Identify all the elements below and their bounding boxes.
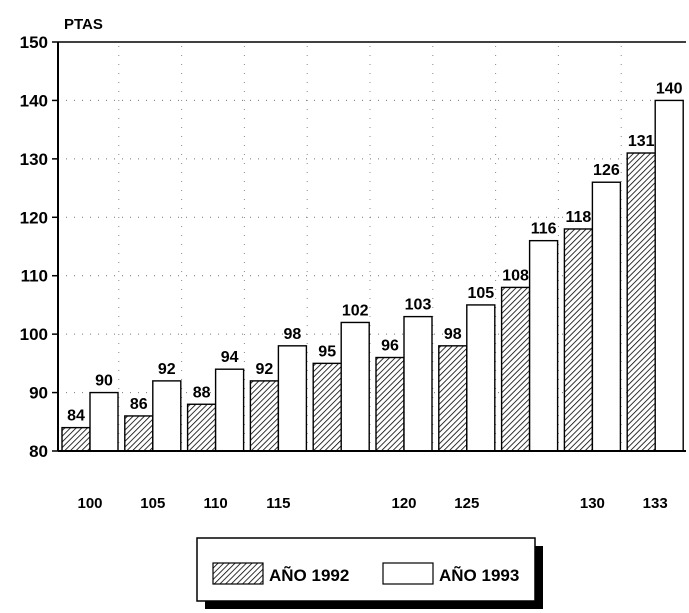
bar-1992 [563, 228, 594, 452]
x-tick-label: 133 [643, 495, 668, 512]
bar-1993 [591, 181, 622, 452]
data-label-1992: 108 [502, 267, 529, 284]
bar-1993 [403, 315, 433, 452]
data-label-1992: 98 [444, 326, 462, 343]
x-tick-label: 100 [77, 495, 102, 512]
y-tick-label: 100 [20, 325, 48, 344]
data-label-1992: 131 [628, 133, 655, 150]
data-label-1993: 102 [342, 302, 369, 319]
legend-swatch-1993 [382, 562, 434, 585]
data-label-1992: 88 [193, 384, 211, 401]
y-axis-unit-label: PTAS [64, 16, 103, 33]
bar-1993 [340, 321, 370, 452]
y-axis-ticks: 80 90 100 110 120 130 140 150 [20, 33, 58, 461]
data-label-1993: 140 [656, 80, 683, 97]
bar-1993 [466, 304, 496, 452]
legend: AÑO 1992 AÑO 1993 [196, 537, 543, 609]
data-label-1993: 94 [221, 349, 239, 366]
y-tick-label: 130 [20, 150, 48, 169]
data-label-1993: 90 [95, 373, 113, 390]
y-tick-label: 140 [20, 91, 48, 110]
bar-1993 [654, 99, 684, 452]
bar-1992 [312, 362, 342, 452]
data-label-1992: 92 [256, 361, 274, 378]
x-axis-tick-labels: 100 105 110 115 120 125 130 133 [77, 495, 667, 512]
bar-1992 [375, 356, 405, 452]
y-tick-label: 150 [20, 33, 48, 52]
data-label-1993: 98 [284, 326, 302, 343]
data-label-1992: 86 [130, 396, 148, 413]
x-tick-label: 105 [140, 495, 165, 512]
y-tick-label: 90 [29, 384, 48, 403]
x-tick-label: 120 [391, 495, 416, 512]
data-label-1993: 105 [467, 285, 494, 302]
x-tick-label: 115 [266, 495, 290, 512]
bar-1992 [438, 345, 468, 452]
legend-label-1993: AÑO 1993 [439, 565, 519, 585]
data-label-1992: 95 [318, 343, 336, 360]
bar-1992 [61, 426, 91, 452]
x-tick-label: 130 [580, 495, 605, 512]
data-label-1992: 84 [67, 408, 85, 425]
bar-1993 [528, 239, 559, 452]
data-label-1993: 92 [158, 361, 176, 378]
y-tick-label: 80 [29, 442, 48, 461]
x-tick-label: 125 [454, 495, 479, 512]
legend-swatch-1992 [212, 562, 264, 585]
data-label-1993: 116 [531, 221, 557, 238]
bar-1993 [277, 345, 308, 452]
bars: 84 90 86 92 88 94 92 98 95 102 96 103 98 105 108 116 118… [61, 80, 684, 452]
bar-1992 [186, 403, 217, 452]
data-label-1993: 126 [593, 162, 620, 179]
bar-1993 [89, 391, 119, 452]
bar-1993 [152, 380, 182, 452]
bar-1992 [626, 152, 656, 452]
y-tick-label: 110 [21, 267, 48, 286]
y-tick-label: 120 [20, 208, 48, 227]
x-tick-label: 110 [203, 495, 227, 512]
data-label-1993: 103 [405, 297, 432, 314]
data-label-1992: 96 [381, 338, 399, 355]
data-label-1992: 118 [565, 209, 591, 226]
bar-1992 [124, 415, 154, 452]
legend-label-1992: AÑO 1992 [269, 565, 349, 585]
bar-1992 [249, 380, 280, 452]
bar-1993 [214, 368, 245, 452]
bar-1992 [500, 286, 531, 452]
